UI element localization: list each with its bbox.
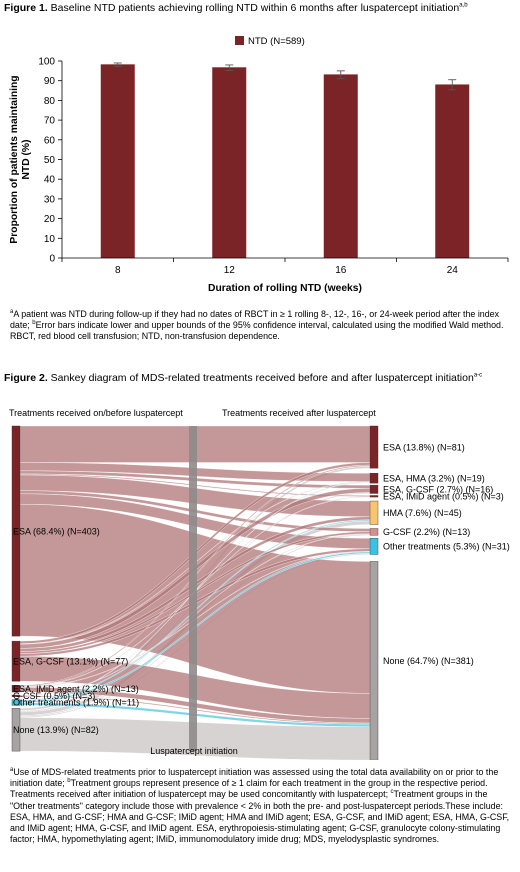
x-tick-label: 12: [224, 265, 236, 276]
error-bar-16: [336, 70, 345, 80]
left-node-label: Other treatments (1.9%) (N=11): [13, 698, 139, 708]
bar-16: [323, 74, 358, 258]
error-bar-24: [448, 79, 457, 91]
sankey-left-header: Treatments received on/before luspaterce…: [9, 408, 183, 418]
figure1-footnote: aA patient was NTD during follow-up if t…: [10, 309, 515, 343]
bar-24: [435, 84, 470, 259]
y-tick-label: 40: [44, 175, 56, 186]
bar-chart: NTD (N=589) 0 10 20 30 40 50 60 70 80 90 100 Propor…: [9, 36, 509, 294]
bar-8: [100, 64, 135, 258]
left-node-label: ESA, G-CSF (13.1%) (N=77): [13, 656, 128, 666]
left-node-2: [11, 685, 21, 693]
error-bar-12: [225, 64, 234, 71]
luspatercept-initiation-bar: [189, 426, 197, 752]
bar-y-axis: 0 10 20 30 40 50 60 70 80 90 100 Proportion of pati…: [9, 57, 63, 265]
x-tick-label: 8: [115, 265, 121, 276]
y-tick-label: 50: [44, 155, 56, 166]
right-node-label: G-CSF (2.2%) (N=13): [383, 527, 470, 537]
right-node-5: [369, 528, 379, 536]
y-tick-label: 100: [38, 57, 55, 68]
sankey-right-nodes: ESA (13.8%) (N=81) ESA, HMA (3.2%) (N=19)…: [369, 425, 510, 760]
left-node-5: [11, 708, 21, 752]
right-node-1: [369, 473, 379, 484]
right-node-label: ESA, HMA (3.2%) (N=19): [383, 473, 485, 483]
error-bar-8: [113, 62, 122, 67]
left-node-4: [11, 699, 21, 706]
right-node-3: [369, 495, 379, 498]
left-node-label: ESA, IMiD agent (2.2%) (N=13): [13, 684, 139, 694]
right-node-0: [369, 425, 379, 469]
figure2-footnote-c: Treatment groups in the "Other treatment…: [10, 789, 510, 845]
right-node-6: [369, 538, 379, 555]
figure2-footnote-b: Treatment groups represent presence of ≥…: [10, 778, 488, 800]
y-tick-label: 60: [44, 135, 56, 146]
left-node-1: [11, 640, 21, 682]
right-node-label: Other treatments (5.3%) (N=31): [383, 542, 510, 552]
sankey-right-header: Treatments received after luspatercept: [222, 408, 376, 418]
figure2-title-sup: a-c: [473, 372, 483, 379]
left-node-label: ESA (68.4%) (N=403): [13, 526, 100, 536]
figure1-footnote-a: A patient was NTD during follow-up if th…: [10, 309, 500, 331]
right-node-label: ESA, G-CSF (2.7%) (N=16): [383, 485, 493, 495]
y-tick-label: 90: [44, 76, 56, 87]
x-tick-label: 24: [447, 265, 459, 276]
figure2-title: Figure 2. Sankey diagram of MDS-related …: [4, 372, 514, 384]
right-node-7: [369, 561, 379, 760]
bar-series: [100, 62, 470, 259]
y-axis-label: Proportion of patients maintainingNTD (%…: [9, 75, 32, 243]
figure1-footnote-b: Error bars indicate lower and upper boun…: [10, 320, 504, 342]
bar-x-axis: 8 12 16 24 Duration of rolling NTD (weeks): [61, 257, 509, 294]
figure1-title-sup: a,b: [459, 2, 468, 9]
bar-12: [212, 67, 247, 258]
legend-swatch: [235, 36, 244, 45]
right-node-label: ESA, IMiD agent (0.5%) (N=3): [383, 491, 504, 501]
figure1-title: Figure 1. Baseline NTD patients achievin…: [4, 2, 514, 14]
right-node-2: [369, 484, 379, 494]
left-node-label: None (13.9%) (N=82): [13, 725, 99, 735]
figure2-footnote-b-sup: b: [67, 778, 71, 785]
x-axis-label: Duration of rolling NTD (weeks): [208, 283, 362, 294]
y-tick-label: 80: [44, 96, 56, 107]
right-node-label: ESA (13.8%) (N=81): [383, 442, 465, 452]
figure2-footnote-a: Use of MDS-related treatments prior to l…: [10, 767, 499, 789]
right-node-label: HMA (7.6%) (N=45): [383, 508, 462, 518]
bar-legend: NTD (N=589): [235, 36, 305, 47]
left-node-label: G-CSF (0.5%) (N=3): [13, 691, 95, 701]
figure2-footnote: aUse of MDS-related treatments prior to …: [10, 767, 515, 845]
sankey-left-nodes: ESA (68.4%) (N=403) ESA, G-CSF (13.1%) (N…: [11, 425, 139, 752]
left-node-0: [11, 425, 21, 637]
right-node-label: None (64.7%) (N=381): [383, 656, 474, 666]
left-node-3: [11, 694, 21, 697]
figure1-footnote-b-sup: b: [32, 320, 36, 327]
figure1-footnote-a-sup: a: [10, 309, 14, 316]
figure1-title-text: Baseline NTD patients achieving rolling …: [47, 2, 460, 14]
figure2-footnote-a-sup: a: [10, 767, 14, 774]
y-tick-label: 30: [44, 194, 56, 205]
y-tick-label: 70: [44, 116, 56, 127]
y-tick-label: 10: [44, 234, 56, 245]
luspatercept-initiation-label: Luspatercept initiation: [150, 746, 238, 756]
figure1-label: Figure 1.: [4, 2, 48, 14]
y-tick-label: 20: [44, 214, 56, 225]
figure2-label: Figure 2.: [4, 372, 48, 384]
y-tick-label: 0: [49, 254, 55, 265]
sankey-diagram: Treatments received on/before luspaterce…: [9, 408, 510, 760]
figure2-footnote-c-sup: c: [390, 789, 394, 796]
figure2-title-text: Sankey diagram of MDS-related treatments…: [47, 372, 474, 384]
legend-label: NTD (N=589): [248, 36, 305, 47]
x-tick-label: 16: [335, 265, 347, 276]
right-node-4: [369, 500, 379, 525]
